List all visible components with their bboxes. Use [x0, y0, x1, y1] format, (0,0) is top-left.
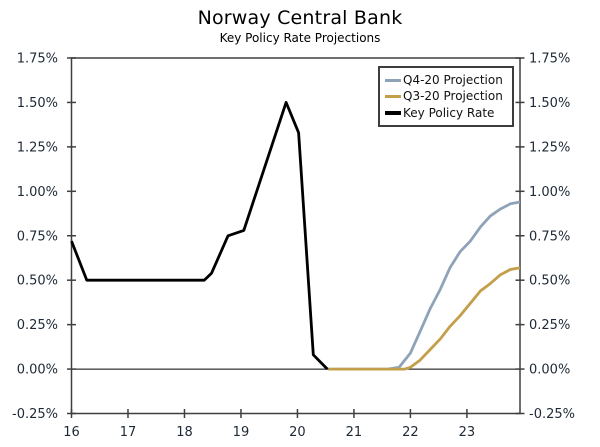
- y-axis-label-left: 1.75%: [17, 52, 58, 67]
- legend-item-q4-20-projection: Q4-20 Projection: [385, 72, 507, 88]
- legend-label: Q3-20 Projection: [403, 89, 503, 104]
- y-axis-label-left: 0.50%: [17, 274, 58, 289]
- y-axis-label-right: 1.00%: [529, 185, 570, 200]
- y-axis-label-right: 1.25%: [529, 140, 570, 155]
- x-axis-label: 21: [346, 425, 363, 440]
- y-axis-label-right: 0.00%: [529, 363, 570, 378]
- legend-item-key-policy-rate: Key Policy Rate: [385, 105, 507, 121]
- x-axis-label: 20: [289, 425, 306, 440]
- y-axis-label-left: 0.75%: [17, 229, 58, 244]
- y-axis-label-right: -0.25%: [529, 407, 575, 422]
- series-q3-20-projection: [328, 266, 521, 371]
- chart-title: Norway Central Bank: [197, 7, 403, 29]
- y-axis-label-left: -0.25%: [12, 407, 58, 422]
- y-axis-label-left: 0.25%: [17, 318, 58, 333]
- x-axis-label: 16: [63, 425, 80, 440]
- y-axis-label-left: 1.25%: [17, 140, 58, 155]
- x-axis-label: 22: [402, 425, 419, 440]
- legend-item-q3-20-projection: Q3-20 Projection: [385, 88, 507, 104]
- y-axis-label-right: 0.50%: [529, 274, 570, 289]
- y-axis-label-left: 0.00%: [17, 363, 58, 378]
- legend-line-swatch-blue: [385, 78, 401, 82]
- series-q4-20-projection: [328, 200, 521, 371]
- x-axis-label: 23: [459, 425, 476, 440]
- y-axis-label-right: 0.25%: [529, 318, 570, 333]
- x-axis-label: 18: [176, 425, 193, 440]
- legend: Q4-20 Projection Q3-20 Projection Key Po…: [378, 66, 514, 127]
- y-axis-label-left: 1.50%: [17, 96, 58, 111]
- series-key-policy-rate: [70, 101, 329, 371]
- legend-label: Key Policy Rate: [403, 105, 495, 120]
- y-axis-label-right: 0.75%: [529, 229, 570, 244]
- y-axis-label-right: 1.50%: [529, 96, 570, 111]
- legend-line-swatch-tan: [385, 94, 401, 98]
- x-axis-label: 19: [233, 425, 250, 440]
- y-axis-label-right: 1.75%: [529, 52, 570, 67]
- x-axis-label: 17: [120, 425, 137, 440]
- chart-subtitle: Key Policy Rate Projections: [219, 31, 381, 45]
- legend-label: Q4-20 Projection: [403, 73, 503, 88]
- y-axis-label-left: 1.00%: [17, 185, 58, 200]
- legend-line-swatch-black: [385, 110, 401, 115]
